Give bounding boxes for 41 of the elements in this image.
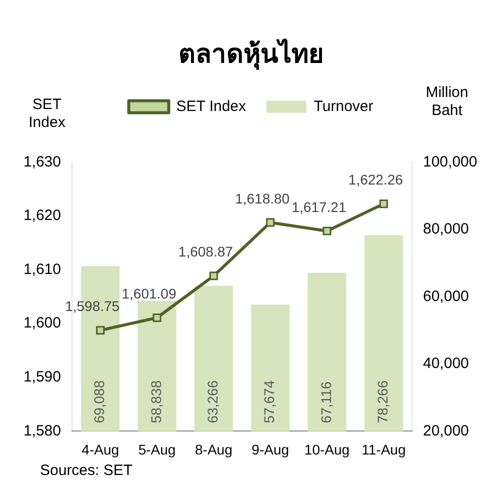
data-label: 1,601.09	[122, 286, 176, 302]
chart-title: ตลาดหุ้นไทย	[178, 37, 324, 70]
y2-tick-label: 40,000	[423, 355, 469, 372]
x-tick-label: 11-Aug	[362, 441, 406, 458]
data-label: 1,618.80	[235, 190, 290, 206]
x-tick-label: 9-Aug	[252, 441, 290, 458]
data-label: 1,608.87	[178, 244, 234, 260]
point	[322, 226, 332, 236]
data-label: 63,266	[204, 380, 221, 424]
data-label: 69,088	[91, 380, 108, 424]
y2-axis-title: Million Baht	[424, 84, 470, 120]
point	[96, 326, 105, 335]
y-axis-title: SET Index	[28, 96, 66, 132]
data-label: 67,116	[318, 381, 334, 424]
y2-tick-label: 100,000	[423, 153, 478, 170]
legend-label: SET Index	[176, 98, 247, 115]
data-label: 1,622.26	[348, 172, 404, 188]
x-tick-label: 8-Aug	[194, 441, 232, 458]
data-label: 1,617.21	[292, 198, 346, 215]
x-tick-label: 4-Aug	[82, 441, 120, 458]
point	[152, 313, 162, 322]
source-note: Sources: SET	[40, 462, 133, 480]
y-tick-label: 1,580	[23, 422, 61, 440]
y2-tick-label: 80,000	[423, 220, 469, 238]
point	[266, 218, 275, 227]
point	[379, 200, 388, 208]
y-tick-label: 1,620	[23, 207, 61, 224]
y-tick-label: 1,600	[23, 314, 61, 332]
y-tick-label: 1,610	[23, 260, 61, 278]
y-tick-label: 1,590	[23, 368, 61, 386]
legend-label: Turnover	[314, 98, 374, 115]
data-label: 58,838	[148, 380, 164, 424]
point	[209, 272, 218, 280]
y2-tick-label: 60,000	[423, 288, 469, 305]
y-tick-label: 1,630	[23, 153, 61, 170]
x-tick-label: 10-Aug	[304, 441, 350, 458]
data-label: 78,266	[374, 380, 391, 424]
y2-tick-label: 20,000	[423, 422, 469, 440]
x-tick-label: 5-Aug	[138, 441, 176, 458]
data-label: 1,598.75	[65, 298, 120, 314]
data-label: 57,674	[261, 380, 278, 424]
